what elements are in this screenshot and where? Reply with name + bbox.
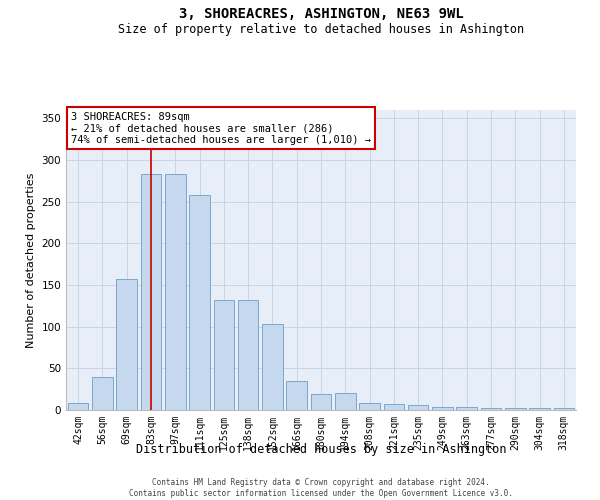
Bar [189, 195, 210, 410]
Bar [92, 376, 113, 410]
Bar [359, 402, 380, 410]
Text: 3 SHOREACRES: 89sqm
← 21% of detached houses are smaller (286)
74% of semi-detac: 3 SHOREACRES: 89sqm ← 21% of detached ho… [71, 112, 371, 144]
Bar [262, 324, 283, 410]
Bar [140, 174, 161, 410]
Y-axis label: Number of detached properties: Number of detached properties [26, 172, 36, 348]
Bar [481, 408, 502, 410]
Bar [457, 406, 477, 410]
Bar [505, 408, 526, 410]
Bar [286, 381, 307, 410]
Bar [529, 408, 550, 410]
Bar [311, 394, 331, 410]
Bar [165, 174, 185, 410]
Bar [408, 405, 428, 410]
Bar [214, 300, 234, 410]
Bar [383, 404, 404, 410]
Bar [335, 394, 356, 410]
Bar [554, 408, 574, 410]
Bar [68, 404, 88, 410]
Text: Distribution of detached houses by size in Ashington: Distribution of detached houses by size … [136, 442, 506, 456]
Bar [432, 406, 453, 410]
Text: Contains HM Land Registry data © Crown copyright and database right 2024.
Contai: Contains HM Land Registry data © Crown c… [129, 478, 513, 498]
Bar [116, 279, 137, 410]
Text: 3, SHOREACRES, ASHINGTON, NE63 9WL: 3, SHOREACRES, ASHINGTON, NE63 9WL [179, 8, 463, 22]
Bar [238, 300, 259, 410]
Text: Size of property relative to detached houses in Ashington: Size of property relative to detached ho… [118, 22, 524, 36]
